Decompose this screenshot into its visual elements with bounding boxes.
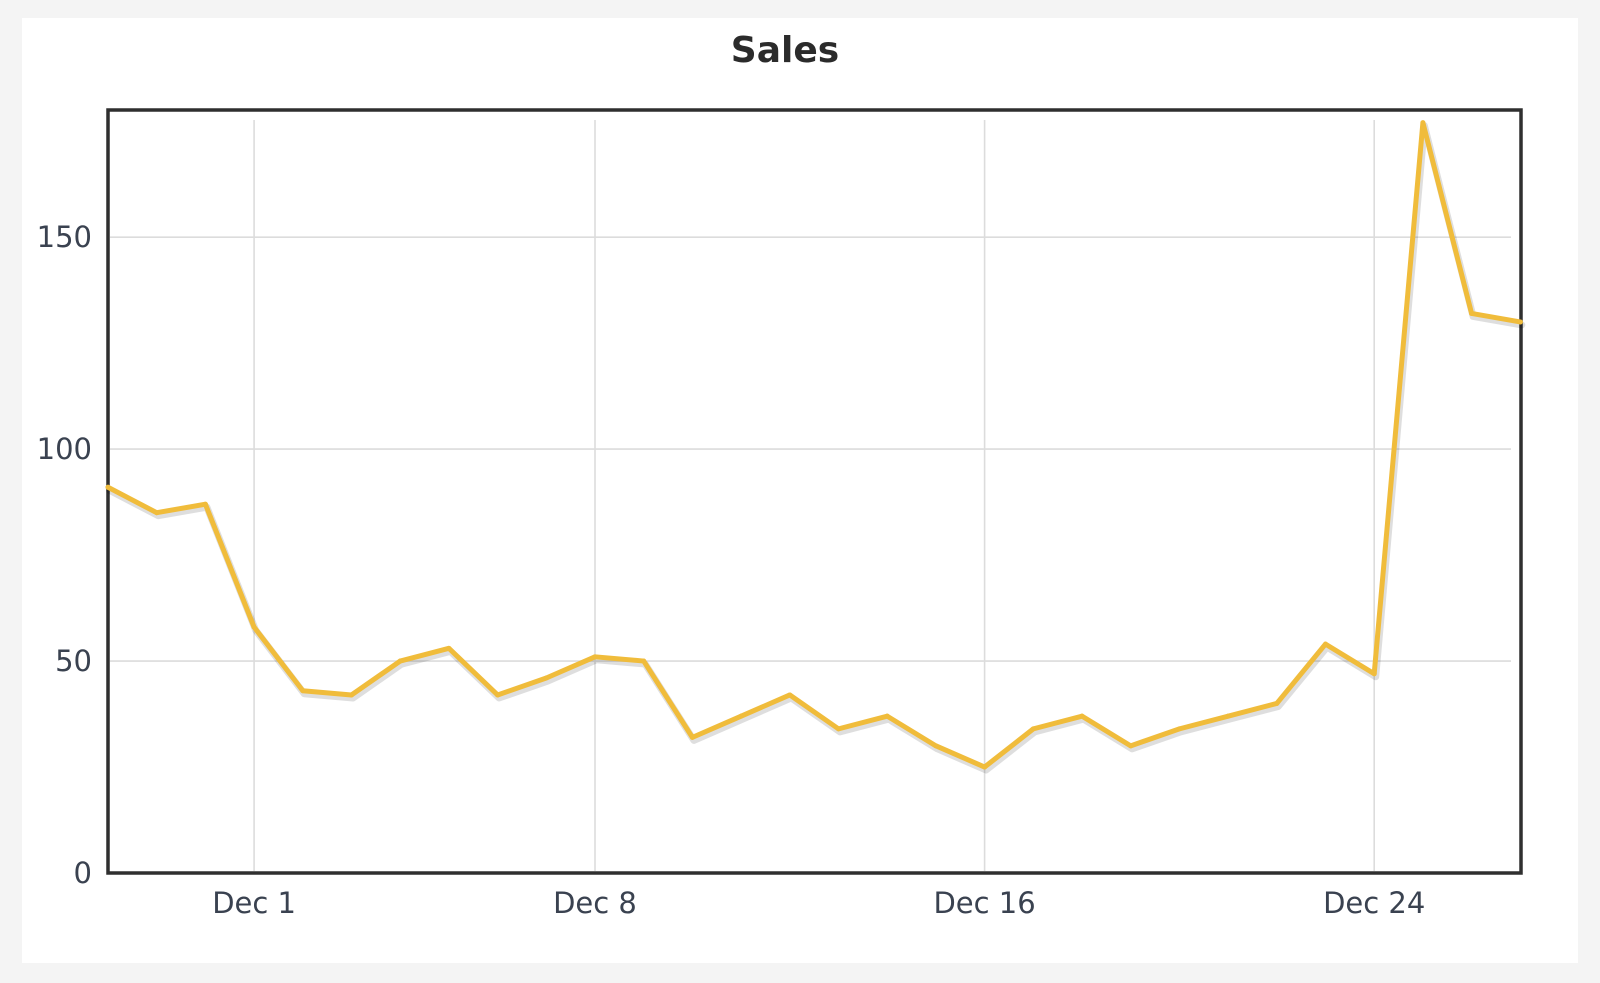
data-point (495, 692, 501, 698)
x-tick-label: Dec 1 (212, 886, 296, 920)
data-point (446, 645, 452, 651)
data-point (202, 501, 208, 507)
data-point (982, 764, 988, 770)
data-point (1030, 726, 1036, 732)
y-tick-label: 150 (37, 220, 92, 254)
data-point (300, 688, 306, 694)
chart-card: Sales 0 50 100 150 Dec 1 Dec 8 Dec 16 Dec 24 (22, 18, 1578, 963)
y-tick-label: 50 (55, 644, 92, 678)
data-point (689, 734, 695, 740)
x-tick-label: Dec 8 (553, 886, 637, 920)
series-layer (105, 120, 1526, 774)
y-tick-label: 0 (74, 856, 92, 890)
grid-lines (110, 120, 1511, 871)
data-point (1371, 671, 1377, 677)
data-point (1469, 310, 1475, 316)
data-point (592, 654, 598, 660)
data-point (397, 658, 403, 664)
axis-tick-labels: 0 50 100 150 Dec 1 Dec 8 Dec 16 Dec 24 (37, 220, 1426, 920)
data-point (349, 692, 354, 698)
chart-title: Sales (731, 30, 839, 71)
data-point (1128, 743, 1134, 749)
data-point (1517, 319, 1523, 325)
data-point (105, 484, 111, 490)
data-point (641, 658, 647, 664)
data-point (787, 692, 793, 698)
data-point (1079, 713, 1085, 719)
data-point (154, 510, 160, 516)
data-point (1420, 120, 1426, 126)
data-point (1176, 726, 1182, 732)
x-tick-label: Dec 16 (933, 886, 1035, 920)
data-point (933, 743, 939, 749)
data-point (1225, 713, 1231, 719)
x-tick-label: Dec 24 (1323, 886, 1425, 920)
plot-area (106, 108, 1523, 875)
y-tick-label: 100 (37, 432, 92, 466)
data-point (543, 675, 549, 681)
data-point (884, 713, 890, 719)
data-point (1274, 700, 1280, 706)
data-point (836, 726, 841, 732)
data-point (1323, 641, 1328, 647)
series-line (105, 120, 1523, 770)
data-point (738, 713, 744, 719)
data-point (251, 624, 257, 630)
sales-line-chart: Sales 0 50 100 150 Dec 1 Dec 8 Dec 16 Dec 24 (37, 30, 1526, 920)
